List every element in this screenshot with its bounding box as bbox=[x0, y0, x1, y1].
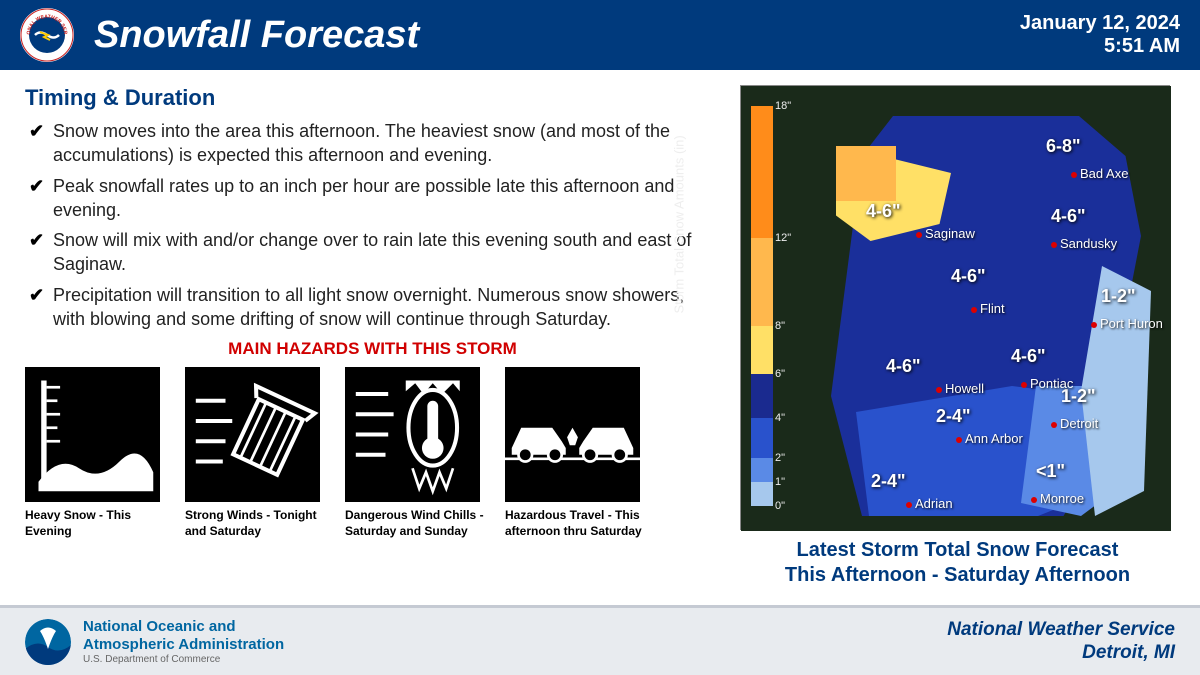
bullet: Snow moves into the area this afternoon.… bbox=[25, 119, 720, 168]
legend-segment bbox=[751, 106, 773, 238]
page-title: Snowfall Forecast bbox=[94, 14, 1020, 57]
snow-amount-label: 4-6" bbox=[1051, 206, 1086, 227]
snow-amount-label: <1" bbox=[1036, 461, 1065, 482]
noaa-name-l1: National Oceanic and bbox=[83, 618, 284, 636]
header-time: 5:51 AM bbox=[1020, 35, 1180, 58]
legend-title: Storm Total Snow Amounts (in) bbox=[672, 135, 687, 313]
noaa-dept: U.S. Department of Commerce bbox=[83, 654, 284, 666]
legend-segment bbox=[751, 326, 773, 374]
legend-tick: 8" bbox=[775, 320, 785, 332]
hazard-strong-winds: Strong Winds - Tonight and Saturday bbox=[185, 367, 325, 539]
map-legend bbox=[751, 106, 773, 506]
legend-segment bbox=[751, 238, 773, 326]
bullet: Snow will mix with and/or change over to… bbox=[25, 228, 720, 277]
snow-forecast-map: Storm Total Snow Amounts (in) 6-8"4-6"4-… bbox=[740, 85, 1170, 530]
city-label: Sandusky bbox=[1051, 236, 1117, 251]
snow-amount-label: 4-6" bbox=[1011, 346, 1046, 367]
legend-tick: 2" bbox=[775, 452, 785, 464]
map-caption-l1: Latest Storm Total Snow Forecast bbox=[740, 538, 1175, 563]
bullet: Precipitation will transition to all lig… bbox=[25, 283, 720, 332]
header: NATIONAL WEATHER SERVICE Snowfall Foreca… bbox=[0, 0, 1200, 70]
hazard-label: Hazardous Travel - This afternoon thru S… bbox=[505, 508, 645, 539]
snow-amount-label: 1-2" bbox=[1101, 286, 1136, 307]
bullet: Peak snowfall rates up to an inch per ho… bbox=[25, 174, 720, 223]
legend-tick: 6" bbox=[775, 368, 785, 380]
content: Timing & Duration Snow moves into the ar… bbox=[0, 70, 1200, 605]
hazards-row: Heavy Snow - This Evening bbox=[25, 367, 720, 539]
map-region bbox=[836, 146, 896, 201]
timing-bullets: Snow moves into the area this afternoon.… bbox=[25, 119, 720, 331]
city-label: Saginaw bbox=[916, 226, 975, 241]
hazard-wind-chill: Dangerous Wind Chills - Saturday and Sun… bbox=[345, 367, 485, 539]
left-column: Timing & Duration Snow moves into the ar… bbox=[25, 85, 740, 600]
header-date: January 12, 2024 bbox=[1020, 12, 1180, 35]
hazard-heavy-snow: Heavy Snow - This Evening bbox=[25, 367, 165, 539]
strong-winds-icon bbox=[185, 367, 320, 502]
city-label: Pontiac bbox=[1021, 376, 1073, 391]
legend-tick: 0" bbox=[775, 500, 785, 512]
noaa-name-l2: Atmospheric Administration bbox=[83, 636, 284, 654]
city-label: Monroe bbox=[1031, 491, 1084, 506]
legend-tick: 12" bbox=[775, 232, 791, 244]
legend-segment bbox=[751, 418, 773, 458]
header-datetime: January 12, 2024 5:51 AM bbox=[1020, 12, 1180, 58]
right-column: Storm Total Snow Amounts (in) 6-8"4-6"4-… bbox=[740, 85, 1175, 600]
snow-amount-label: 6-8" bbox=[1046, 136, 1081, 157]
city-label: Howell bbox=[936, 381, 984, 396]
legend-segment bbox=[751, 482, 773, 506]
hazard-travel: Hazardous Travel - This afternoon thru S… bbox=[505, 367, 645, 539]
footer-left: National Oceanic and Atmospheric Adminis… bbox=[83, 618, 284, 666]
snow-amount-label: 2-4" bbox=[871, 471, 906, 492]
legend-tick: 4" bbox=[775, 412, 785, 424]
city-label: Port Huron bbox=[1091, 316, 1163, 331]
hazardous-travel-icon bbox=[505, 367, 640, 502]
heavy-snow-icon bbox=[25, 367, 160, 502]
map-caption: Latest Storm Total Snow Forecast This Af… bbox=[740, 538, 1175, 588]
city-label: Flint bbox=[971, 301, 1005, 316]
snow-amount-label: 4-6" bbox=[886, 356, 921, 377]
hazards-title: MAIN HAZARDS WITH THIS STORM bbox=[25, 339, 720, 359]
city-label: Bad Axe bbox=[1071, 166, 1128, 181]
legend-tick: 1" bbox=[775, 476, 785, 488]
footer-right: National Weather Service Detroit, MI bbox=[947, 619, 1175, 665]
legend-tick: 18" bbox=[775, 100, 791, 112]
timing-title: Timing & Duration bbox=[25, 85, 720, 111]
city-label: Detroit bbox=[1051, 416, 1098, 431]
hazard-label: Strong Winds - Tonight and Saturday bbox=[185, 508, 325, 539]
footer: National Oceanic and Atmospheric Adminis… bbox=[0, 605, 1200, 675]
nws-logo: NATIONAL WEATHER SERVICE bbox=[20, 8, 74, 62]
snow-amount-label: 2-4" bbox=[936, 406, 971, 427]
legend-segment bbox=[751, 458, 773, 482]
snow-amount-label: 4-6" bbox=[866, 201, 901, 222]
nws-office: Detroit, MI bbox=[947, 642, 1175, 665]
map-caption-l2: This Afternoon - Saturday Afternoon bbox=[740, 563, 1175, 588]
nws-name: National Weather Service bbox=[947, 619, 1175, 642]
noaa-logo bbox=[25, 619, 71, 665]
legend-segment bbox=[751, 374, 773, 418]
hazard-label: Dangerous Wind Chills - Saturday and Sun… bbox=[345, 508, 485, 539]
hazard-label: Heavy Snow - This Evening bbox=[25, 508, 165, 539]
city-label: Ann Arbor bbox=[956, 431, 1023, 446]
snow-amount-label: 4-6" bbox=[951, 266, 986, 287]
city-label: Adrian bbox=[906, 496, 953, 511]
wind-chill-icon bbox=[345, 367, 480, 502]
